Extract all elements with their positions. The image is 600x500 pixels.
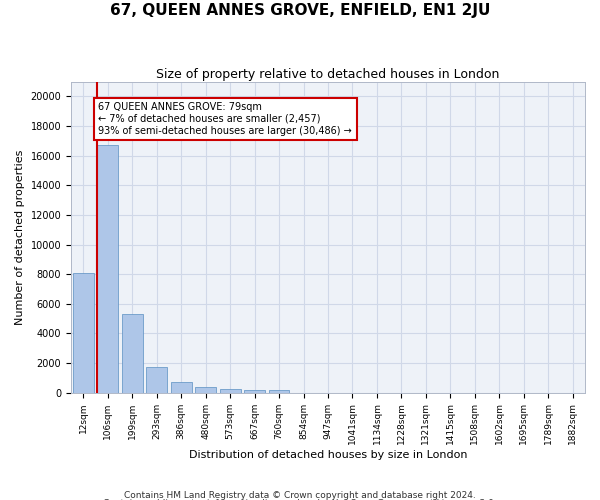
Bar <box>122 314 143 392</box>
Bar <box>171 382 191 392</box>
Y-axis label: Number of detached properties: Number of detached properties <box>15 150 25 325</box>
Bar <box>73 272 94 392</box>
Bar <box>146 366 167 392</box>
Bar <box>244 390 265 392</box>
X-axis label: Distribution of detached houses by size in London: Distribution of detached houses by size … <box>189 450 467 460</box>
Bar <box>269 390 289 392</box>
Text: 67 QUEEN ANNES GROVE: 79sqm
← 7% of detached houses are smaller (2,457)
93% of s: 67 QUEEN ANNES GROVE: 79sqm ← 7% of deta… <box>98 102 352 136</box>
Bar <box>195 388 216 392</box>
Bar <box>97 146 118 392</box>
Title: Size of property relative to detached houses in London: Size of property relative to detached ho… <box>157 68 500 80</box>
Text: Contains HM Land Registry data © Crown copyright and database right 2024.: Contains HM Land Registry data © Crown c… <box>124 490 476 500</box>
Text: 67, QUEEN ANNES GROVE, ENFIELD, EN1 2JU: 67, QUEEN ANNES GROVE, ENFIELD, EN1 2JU <box>110 2 490 18</box>
Bar <box>220 388 241 392</box>
